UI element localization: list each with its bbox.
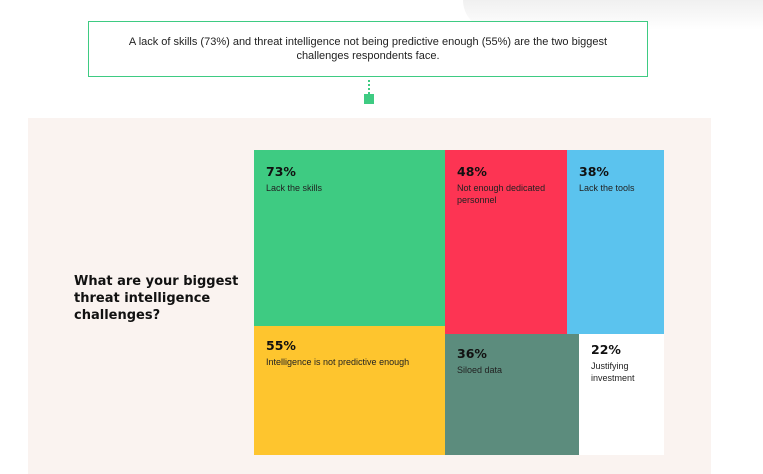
treemap-cell-label: Justifying investment	[591, 361, 635, 383]
treemap-cell-value: 55%	[266, 338, 296, 353]
treemap-cell-value: 38%	[579, 164, 609, 179]
callout-box: A lack of skills (73%) and threat intell…	[88, 21, 648, 77]
connector-square	[364, 94, 374, 104]
connector-dotted-line	[368, 80, 372, 94]
callout-text: A lack of skills (73%) and threat intell…	[128, 36, 608, 62]
treemap-cell-label: Siloed data	[457, 365, 503, 375]
treemap-cell-label: Lack the skills	[266, 183, 323, 193]
treemap-cell: 73% Lack the skills	[254, 150, 445, 326]
treemap-cell: 36% Siloed data	[445, 334, 579, 455]
treemap-cell-value: 36%	[457, 346, 487, 361]
chart-question: What are your biggest threat intelligenc…	[74, 274, 239, 323]
treemap-cell: 55% Intelligence is not predictive enough	[254, 326, 445, 455]
treemap-cell-label: Intelligence is not predictive enough	[266, 357, 410, 367]
treemap-cell-label: Lack the tools	[579, 183, 635, 193]
treemap-cell: 48% Not enough dedicated personnel	[445, 150, 567, 334]
treemap-cell: 22% Justifying investment	[579, 334, 664, 455]
treemap-cell-value: 48%	[457, 164, 487, 179]
treemap-cell-value: 22%	[591, 342, 621, 357]
treemap-cell-value: 73%	[266, 164, 296, 179]
treemap-cell-label: Not enough dedicated personnel	[457, 183, 546, 205]
treemap-cell: 38% Lack the tools	[567, 150, 664, 334]
